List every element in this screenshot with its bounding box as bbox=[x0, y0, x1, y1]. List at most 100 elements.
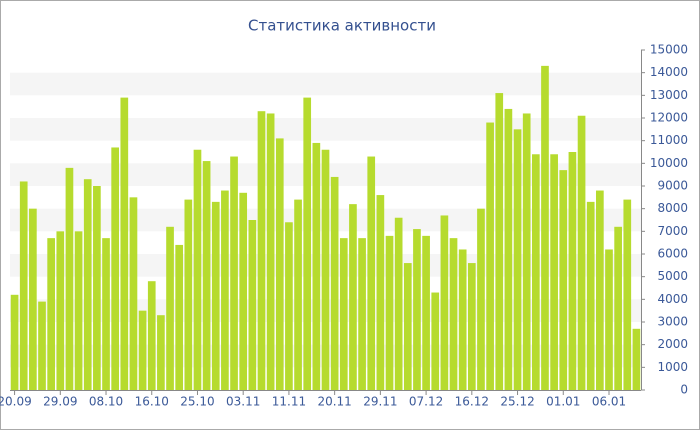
bar bbox=[19, 181, 28, 390]
bar bbox=[257, 111, 266, 390]
bar bbox=[29, 208, 37, 390]
bar bbox=[577, 115, 586, 390]
x-tick-label: 16.12 bbox=[455, 395, 489, 409]
y-tick-label: 14000 bbox=[650, 65, 688, 79]
bar bbox=[513, 129, 522, 391]
grid-band bbox=[10, 72, 641, 96]
x-tick-label: 06.01 bbox=[592, 395, 626, 409]
x-tick-label: 03.11 bbox=[226, 395, 260, 409]
bar bbox=[394, 217, 403, 390]
x-tick-label: 25.10 bbox=[180, 395, 214, 409]
x-tick-label: 29.11 bbox=[363, 395, 397, 409]
bar bbox=[202, 161, 211, 390]
y-tick-label: 10000 bbox=[650, 156, 688, 170]
bar bbox=[339, 238, 348, 390]
bar bbox=[93, 186, 101, 390]
bar bbox=[596, 190, 604, 390]
x-tick-label: 16.10 bbox=[135, 395, 169, 409]
bar bbox=[56, 231, 65, 390]
bar bbox=[605, 249, 613, 390]
x-tick-label: 07.12 bbox=[409, 395, 443, 409]
bar bbox=[312, 142, 321, 390]
bar bbox=[47, 238, 55, 390]
bar bbox=[65, 167, 74, 390]
bar bbox=[294, 199, 302, 390]
y-tick-label: 11000 bbox=[650, 133, 688, 147]
bar bbox=[504, 108, 513, 390]
bar bbox=[102, 238, 110, 390]
bar bbox=[83, 179, 92, 390]
bar bbox=[495, 93, 504, 391]
bar bbox=[586, 201, 595, 390]
y-tick-label: 7000 bbox=[657, 224, 688, 238]
y-tick-label: 13000 bbox=[650, 88, 688, 102]
bar bbox=[184, 199, 193, 390]
bar bbox=[74, 231, 83, 390]
bar bbox=[376, 195, 385, 390]
x-tick-label: 08.10 bbox=[89, 395, 123, 409]
bar bbox=[614, 226, 622, 390]
bar bbox=[303, 97, 312, 390]
y-tick-label: 3000 bbox=[657, 315, 688, 329]
bar bbox=[522, 113, 531, 390]
bar bbox=[413, 229, 421, 390]
bar bbox=[175, 244, 184, 390]
bar bbox=[248, 220, 257, 390]
bar bbox=[239, 192, 248, 390]
bar bbox=[166, 226, 174, 390]
bar bbox=[403, 263, 412, 390]
y-tick-label: 9000 bbox=[657, 179, 688, 193]
bar bbox=[193, 149, 202, 390]
bar bbox=[385, 235, 394, 390]
x-tick-label: 20.11 bbox=[317, 395, 351, 409]
bar bbox=[623, 199, 632, 390]
grid-band bbox=[10, 118, 641, 141]
bar bbox=[449, 238, 458, 390]
y-tick-label: 4000 bbox=[657, 292, 688, 306]
bar bbox=[477, 208, 485, 390]
x-tick-label: 11.11 bbox=[272, 395, 306, 409]
bar bbox=[129, 197, 138, 390]
y-tick-label: 15000 bbox=[650, 43, 688, 57]
bar bbox=[330, 176, 339, 390]
bar bbox=[486, 122, 494, 391]
bar bbox=[10, 294, 19, 390]
bar bbox=[568, 152, 577, 390]
bar bbox=[458, 249, 467, 390]
y-tick-label: 6000 bbox=[657, 247, 688, 261]
bar bbox=[541, 65, 549, 390]
bar bbox=[211, 201, 220, 390]
bar bbox=[550, 154, 558, 390]
x-tick-label: 25.12 bbox=[500, 395, 534, 409]
bar bbox=[349, 204, 357, 390]
bar bbox=[467, 263, 476, 390]
bar bbox=[431, 292, 440, 390]
bar bbox=[321, 149, 330, 390]
bar bbox=[138, 310, 147, 390]
bar bbox=[422, 235, 430, 390]
bar bbox=[266, 113, 275, 390]
y-tick-label: 0 bbox=[680, 383, 688, 397]
bar bbox=[275, 138, 284, 390]
bar bbox=[440, 215, 449, 390]
bar bbox=[147, 281, 156, 390]
bar bbox=[157, 315, 165, 390]
bar bbox=[221, 190, 229, 390]
y-tick-label: 2000 bbox=[657, 337, 688, 351]
bar bbox=[358, 238, 366, 390]
y-tick-label: 8000 bbox=[657, 201, 688, 215]
bar bbox=[111, 147, 120, 390]
bar bbox=[559, 170, 568, 390]
bar bbox=[120, 97, 129, 390]
bar bbox=[632, 328, 641, 390]
y-tick-label: 12000 bbox=[650, 111, 688, 125]
y-tick-label: 1000 bbox=[657, 360, 688, 374]
bar bbox=[230, 156, 238, 390]
bar bbox=[367, 156, 376, 390]
chart-title: Статистика активности bbox=[248, 17, 436, 35]
x-tick-label: 01.01 bbox=[546, 395, 580, 409]
bar bbox=[285, 222, 293, 390]
x-tick-label: 20.09 bbox=[0, 395, 32, 409]
y-tick-label: 5000 bbox=[657, 269, 688, 283]
